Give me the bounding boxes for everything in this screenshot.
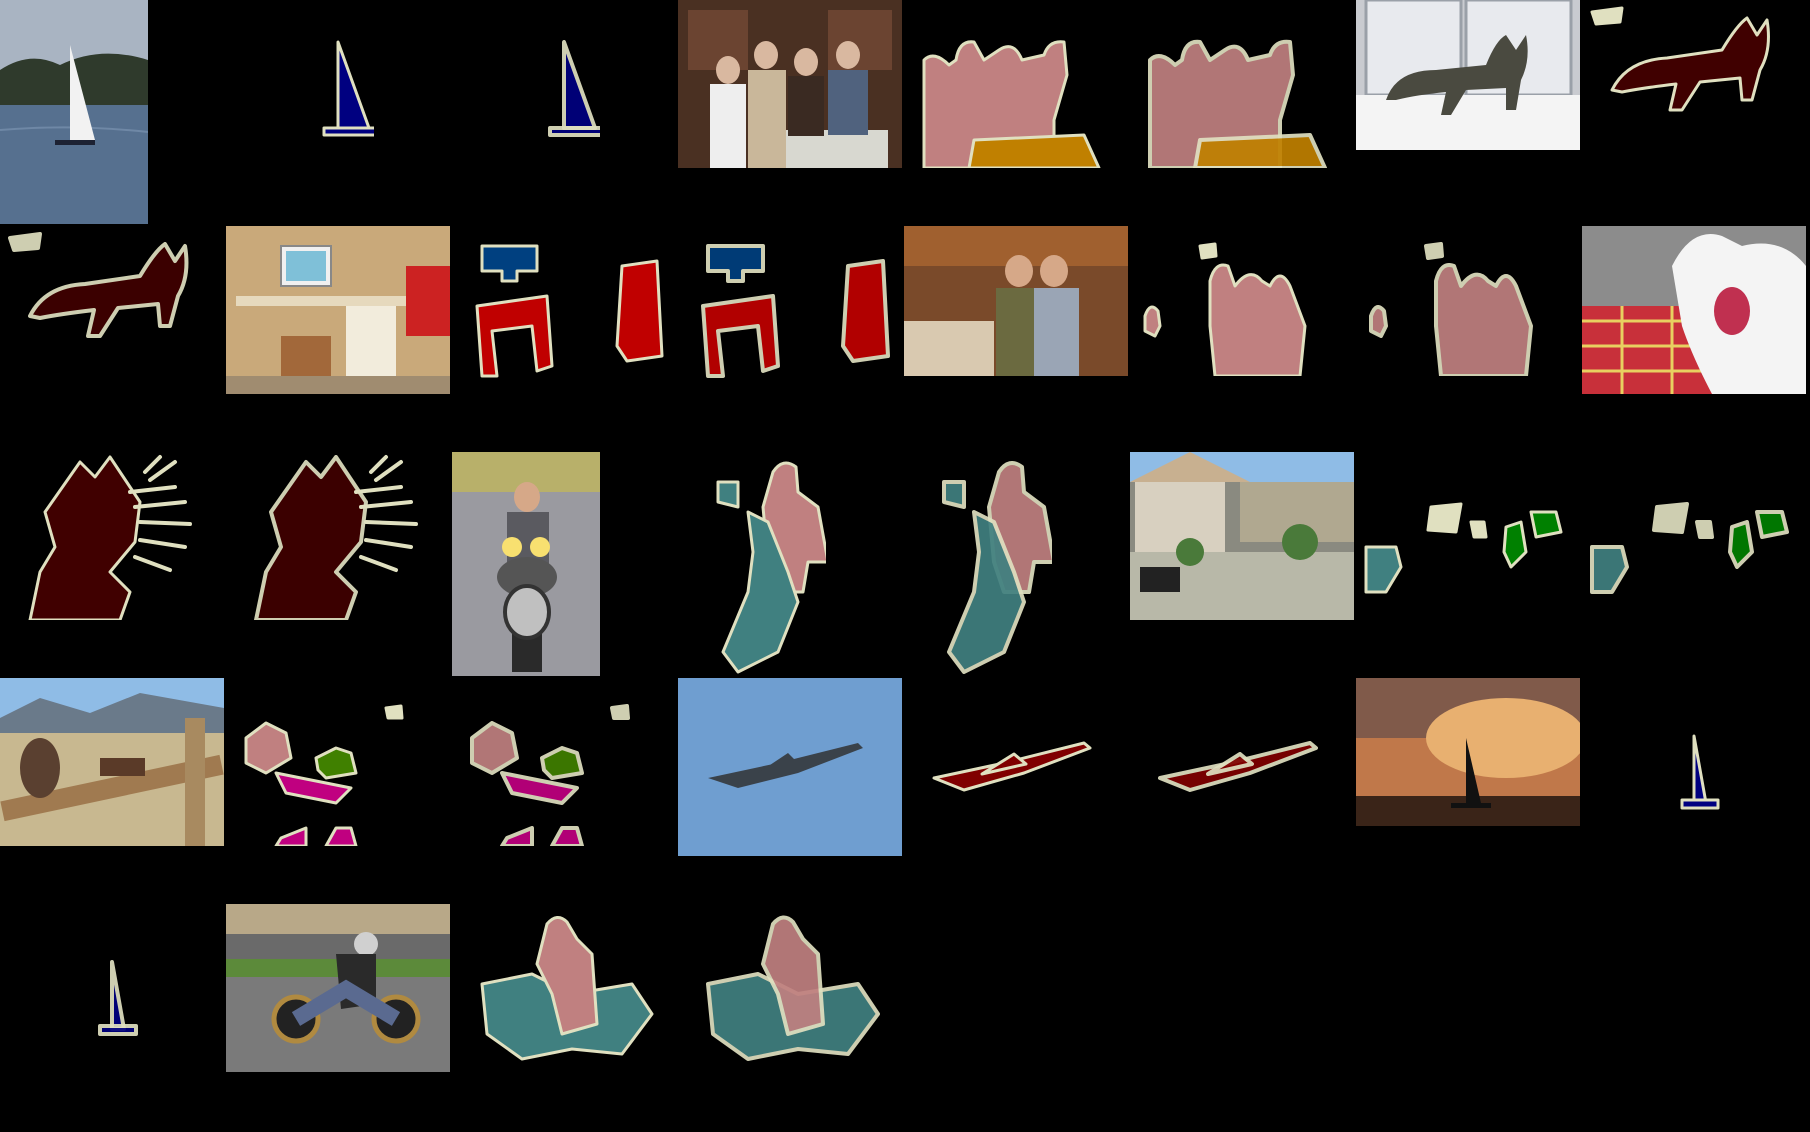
segment-region <box>1692 734 1708 805</box>
segment-region <box>1369 305 1388 338</box>
segment-region <box>1502 520 1528 569</box>
predicted-mask-motorbike-rider <box>904 452 1128 676</box>
segment-region <box>1469 520 1488 539</box>
input-photo-cat-yawn <box>1582 226 1806 394</box>
segment-region <box>1728 520 1754 569</box>
predicted-mask-sailboat <box>452 0 676 224</box>
segment-region <box>1695 520 1714 539</box>
ground-truth-mask-farm <box>226 678 450 846</box>
input-photo-house-plants <box>1130 452 1354 620</box>
input-photo-family-kitchen <box>678 0 902 168</box>
segment-region <box>1206 752 1254 776</box>
segment-region <box>244 721 293 775</box>
segment-region <box>384 704 404 720</box>
predicted-mask-two-men <box>1356 226 1580 376</box>
segment-region <box>716 480 740 509</box>
ground-truth-mask-motorcycle-track <box>452 904 676 1072</box>
segment-region <box>1198 242 1218 260</box>
ground-truth-mask-jet <box>904 678 1128 856</box>
segment-region <box>28 455 142 620</box>
predicted-mask-motorcycle-track <box>678 904 902 1072</box>
segment-region <box>1755 510 1789 539</box>
ground-truth-mask-desk <box>452 226 676 394</box>
input-photo-desk <box>226 226 450 394</box>
predicted-mask-farm <box>452 678 676 846</box>
input-photo-motorbike-rider <box>452 452 676 676</box>
segment-region <box>540 746 584 780</box>
segment-region <box>980 752 1028 776</box>
ground-truth-mask-motorbike-rider <box>678 452 902 676</box>
segment-region <box>706 244 765 283</box>
segment-region <box>1364 545 1403 594</box>
segment-region <box>615 259 664 363</box>
input-photo-sailboat <box>0 0 224 224</box>
segment-region <box>254 455 368 620</box>
segment-region <box>548 126 600 137</box>
segment-region <box>1193 133 1327 168</box>
predicted-mask-cat-window <box>0 226 224 376</box>
segment-region <box>1529 510 1563 539</box>
segment-region <box>314 746 358 780</box>
predicted-mask-cat-yawn <box>226 452 450 620</box>
segment-region <box>1680 798 1720 810</box>
segment-region <box>110 960 126 1031</box>
ground-truth-mask-cat-yawn <box>0 452 224 620</box>
segment-region <box>8 232 42 252</box>
segment-region <box>562 40 597 130</box>
segment-region <box>841 259 890 363</box>
segment-region <box>550 826 584 846</box>
segment-region <box>324 826 358 846</box>
input-photo-two-men <box>904 226 1128 376</box>
segment-region <box>610 704 630 720</box>
segment-region <box>1424 242 1444 260</box>
segment-region <box>535 916 599 1036</box>
segment-region <box>500 826 534 846</box>
predicted-mask-house-plants <box>1582 452 1806 620</box>
segment-region <box>1143 305 1162 338</box>
ground-truth-mask-two-men <box>1130 226 1354 376</box>
input-photo-jet <box>678 678 902 856</box>
segment-region <box>28 242 189 338</box>
segment-region <box>1590 545 1629 594</box>
segment-region <box>354 455 418 572</box>
input-photo-farm <box>0 678 224 846</box>
segment-region <box>761 915 825 1036</box>
ground-truth-mask-family-kitchen <box>904 0 1128 168</box>
segment-region <box>274 826 308 846</box>
segment-region <box>947 510 1026 674</box>
segment-region <box>1652 502 1689 534</box>
segment-region <box>500 771 579 805</box>
ground-truth-mask-cat-window <box>1582 0 1806 150</box>
predicted-mask-sunset-boat <box>0 904 224 1052</box>
segment-region <box>322 126 374 137</box>
segment-region <box>967 133 1101 168</box>
ground-truth-mask-sunset-boat <box>1582 678 1806 826</box>
segment-region <box>336 40 371 130</box>
segment-region <box>1590 6 1624 26</box>
predicted-mask-desk <box>678 226 902 394</box>
segment-region <box>1610 16 1770 112</box>
predicted-mask-family-kitchen <box>1130 0 1354 168</box>
input-photo-cat-window <box>1356 0 1580 150</box>
predicted-mask-jet <box>1130 678 1354 856</box>
segment-region <box>701 294 780 378</box>
segment-region <box>942 480 966 509</box>
segment-region <box>128 455 192 572</box>
segment-region <box>98 1024 138 1036</box>
segment-region <box>721 510 800 674</box>
input-photo-sunset-boat <box>1356 678 1580 826</box>
segment-region <box>274 771 353 805</box>
segment-region <box>1208 263 1307 376</box>
segment-region <box>1426 502 1463 534</box>
segment-region <box>1434 263 1533 376</box>
segment-region <box>470 721 519 775</box>
ground-truth-mask-sailboat <box>226 0 450 224</box>
ground-truth-mask-house-plants <box>1356 452 1580 620</box>
segment-region <box>480 244 539 283</box>
segment-region <box>475 294 554 378</box>
input-photo-motorcycle-track <box>226 904 450 1072</box>
